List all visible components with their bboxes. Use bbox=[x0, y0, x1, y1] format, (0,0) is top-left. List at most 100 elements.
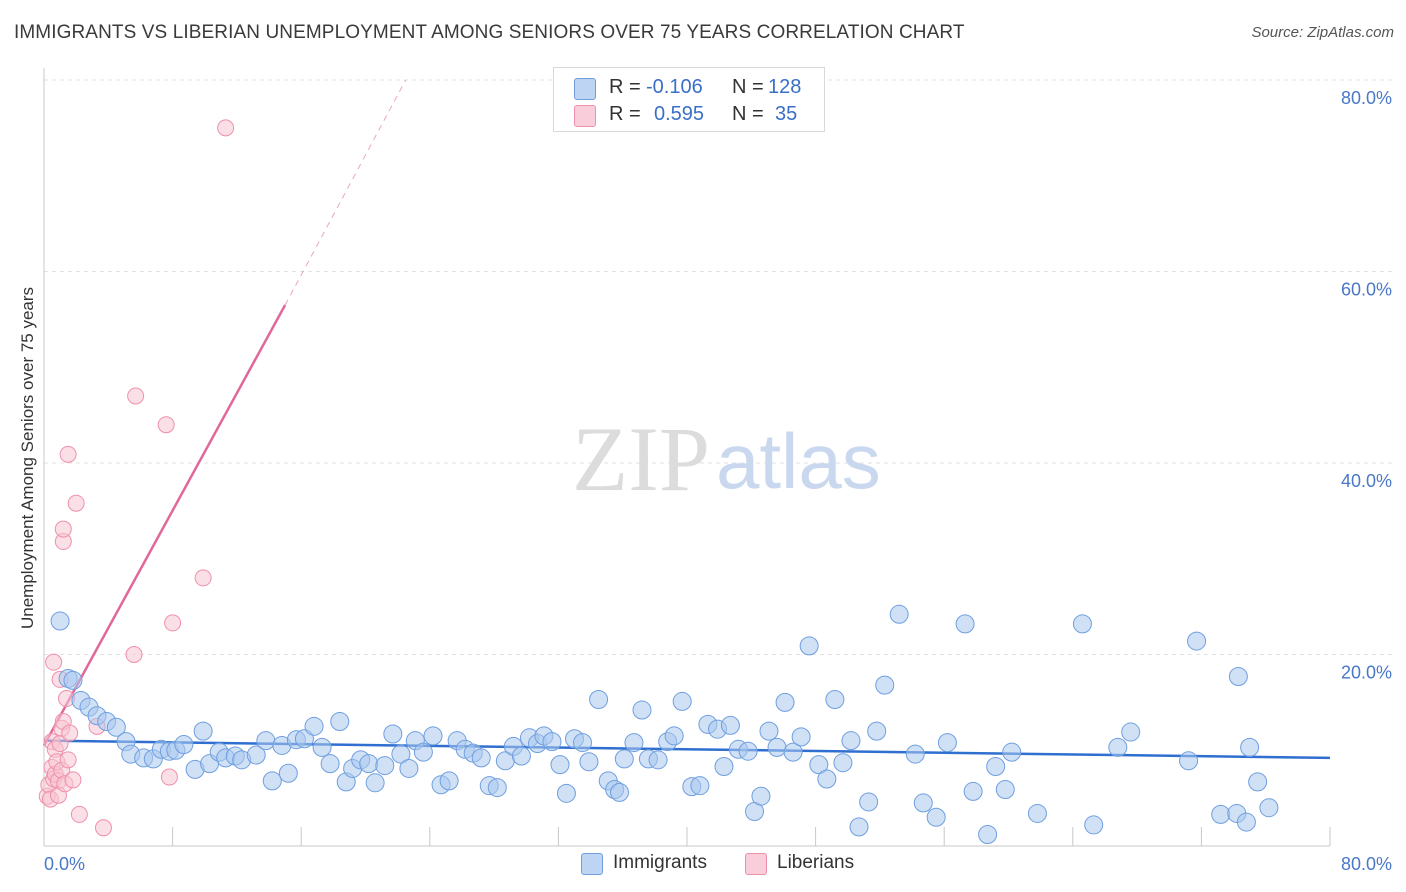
immigrants-point bbox=[278, 763, 298, 783]
immigrants-point bbox=[817, 769, 837, 789]
liberians-point bbox=[70, 805, 88, 823]
immigrants-point bbox=[423, 726, 443, 746]
liberians-swatch bbox=[574, 105, 596, 127]
immigrants-point bbox=[955, 614, 975, 634]
immigrants-point bbox=[624, 733, 644, 753]
immigrants-swatch bbox=[574, 78, 596, 100]
liberians-point bbox=[64, 771, 82, 789]
watermark-atlas: atlas bbox=[716, 417, 881, 505]
liberians-point bbox=[127, 387, 145, 405]
immigrants-point bbox=[1121, 722, 1141, 742]
immigrants-point bbox=[609, 782, 629, 802]
n-label: N = bbox=[732, 76, 764, 98]
immigrants-point bbox=[556, 783, 576, 803]
immigrants-point bbox=[978, 825, 998, 845]
immigrants-point bbox=[1187, 631, 1207, 651]
immigrants-point bbox=[550, 755, 570, 775]
liberians-point bbox=[67, 494, 85, 512]
immigrants-point bbox=[1240, 737, 1260, 757]
immigrants-point bbox=[391, 744, 411, 764]
immigrants-point bbox=[1259, 798, 1279, 818]
immigrants-point bbox=[1108, 737, 1128, 757]
n-value: 128 bbox=[768, 76, 802, 98]
immigrants-point bbox=[1211, 804, 1231, 824]
immigrants-point bbox=[320, 754, 340, 774]
immigrants-point bbox=[193, 721, 213, 741]
immigrants-point bbox=[399, 758, 419, 778]
y-tick-label: 80.0% bbox=[1341, 88, 1392, 108]
liberians-point bbox=[164, 614, 182, 632]
immigrants-point bbox=[775, 692, 795, 712]
liberians-swatch bbox=[745, 853, 767, 875]
n-value: 35 bbox=[775, 103, 798, 125]
immigrants-point bbox=[720, 715, 740, 735]
immigrants-label: Immigrants bbox=[613, 852, 707, 873]
immigrants-point bbox=[589, 690, 609, 710]
immigrants-point bbox=[799, 636, 819, 656]
immigrants-point bbox=[875, 675, 895, 695]
watermark-zip: ZIP bbox=[572, 408, 710, 510]
immigrants-point bbox=[471, 748, 491, 768]
immigrants-point bbox=[833, 753, 853, 773]
immigrants-point bbox=[174, 735, 194, 755]
immigrants-point bbox=[889, 604, 909, 624]
immigrants-point bbox=[664, 726, 684, 746]
immigrants-point bbox=[825, 690, 845, 710]
immigrants-point bbox=[926, 807, 946, 827]
r-value: 0.595 bbox=[654, 103, 705, 125]
immigrants-point bbox=[63, 670, 83, 690]
correlation-legend: R = -0.106 N = 128 R = 0.595 N = 35 bbox=[553, 67, 825, 132]
immigrants-point bbox=[375, 756, 395, 776]
y-axis-label: Unemployment Among Seniors over 75 years bbox=[18, 287, 37, 629]
immigrants-point bbox=[690, 776, 710, 796]
immigrants-point bbox=[439, 771, 459, 791]
liberians-point bbox=[94, 819, 112, 837]
liberians-trendline-extension bbox=[284, 79, 407, 306]
immigrants-point bbox=[867, 721, 887, 741]
liberians-point bbox=[45, 653, 63, 671]
immigrants-point bbox=[487, 778, 507, 798]
immigrants-point bbox=[913, 793, 933, 813]
immigrants-point bbox=[1228, 667, 1248, 687]
immigrants-point bbox=[995, 780, 1015, 800]
immigrants-point bbox=[579, 752, 599, 772]
immigrants-point bbox=[1248, 772, 1268, 792]
tick-labels: 20.0% 40.0% 60.0% 80.0% 0.0% 80.0% bbox=[44, 88, 1392, 874]
immigrants-point bbox=[791, 727, 811, 747]
immigrants-point bbox=[738, 741, 758, 761]
x-tick-label: 80.0% bbox=[1341, 854, 1392, 874]
immigrants-point bbox=[632, 700, 652, 720]
x-tick-label: 0.0% bbox=[44, 854, 85, 874]
immigrants-points bbox=[50, 604, 1279, 845]
liberians-point bbox=[217, 119, 235, 137]
y-tick-label: 20.0% bbox=[1341, 663, 1392, 683]
immigrants-point bbox=[614, 749, 634, 769]
immigrants-point bbox=[106, 717, 126, 737]
immigrants-point bbox=[573, 733, 593, 753]
immigrants-point bbox=[859, 792, 879, 812]
immigrants-point bbox=[963, 781, 983, 801]
immigrants-point bbox=[256, 731, 276, 751]
immigrants-point bbox=[672, 691, 692, 711]
immigrants-point bbox=[330, 712, 350, 732]
liberians-label: Liberians bbox=[777, 852, 855, 873]
immigrants-point bbox=[937, 733, 957, 753]
y-tick-label: 40.0% bbox=[1341, 471, 1392, 491]
liberians-point bbox=[59, 751, 77, 769]
immigrants-point bbox=[246, 745, 266, 765]
liberians-trendline bbox=[42, 304, 287, 747]
r-label: R = bbox=[609, 103, 641, 125]
gridlines bbox=[44, 79, 1392, 655]
immigrants-point bbox=[783, 742, 803, 762]
immigrants-point bbox=[1236, 812, 1256, 832]
immigrants-point bbox=[50, 611, 70, 631]
chart-title: IMMIGRANTS VS LIBERIAN UNEMPLOYMENT AMON… bbox=[14, 22, 965, 43]
liberians-point bbox=[54, 520, 72, 538]
immigrants-point bbox=[542, 732, 562, 752]
immigrants-point bbox=[383, 724, 403, 744]
immigrants-point bbox=[905, 744, 925, 764]
liberians-point bbox=[61, 724, 79, 742]
n-label: N = bbox=[732, 103, 764, 125]
immigrants-point bbox=[359, 754, 379, 774]
immigrants-point bbox=[1179, 751, 1199, 771]
